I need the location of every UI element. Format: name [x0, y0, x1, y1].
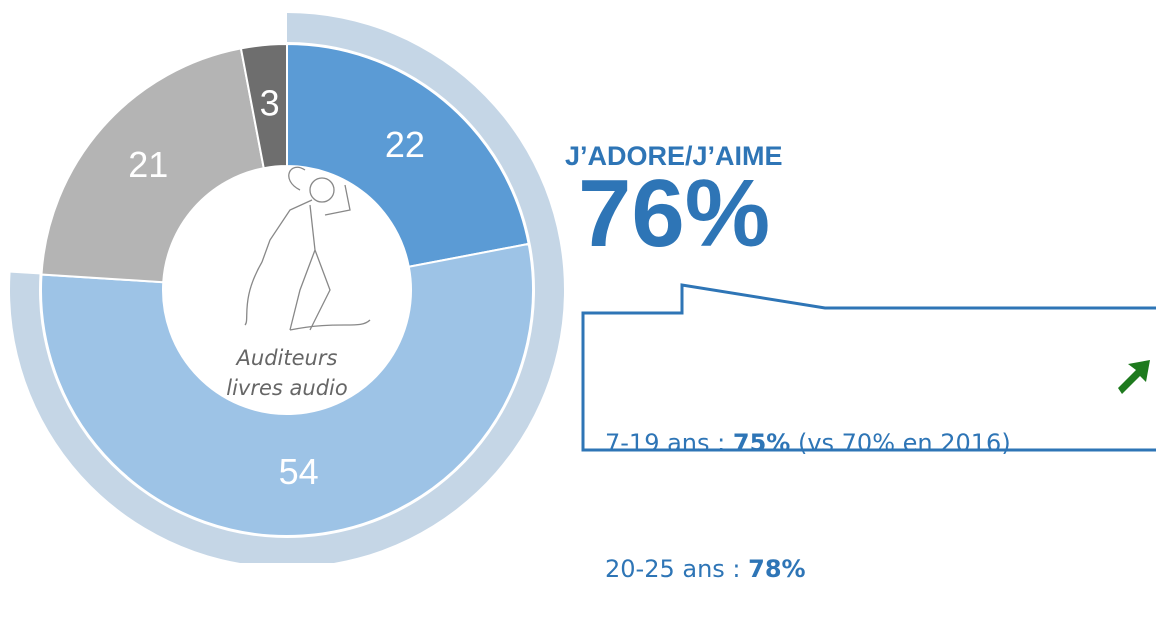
callout-line: 7-19 ans : 75% (vs 70% en 2016)	[605, 422, 1011, 464]
text: (vs 70% en 2016)	[790, 429, 1010, 457]
slice-label: 22	[385, 124, 425, 165]
donut: 22 54 21 3	[10, 13, 564, 563]
callout-line: 20-25 ans : 78%	[605, 548, 1011, 590]
text: 7-19 ans :	[605, 429, 733, 457]
text: 75%	[733, 429, 790, 457]
trend-arrow	[1118, 360, 1150, 394]
slice-label: 54	[279, 451, 319, 492]
slice-label: 3	[260, 82, 280, 123]
text: 20-25 ans :	[605, 555, 748, 583]
center-label: livres audio	[226, 376, 347, 400]
callout: 7-19 ans : 75% (vs 70% en 2016) 20-25 an…	[605, 338, 1011, 632]
slice-label: 21	[128, 144, 168, 185]
text: 78%	[748, 555, 805, 583]
summary-value: 76%	[578, 160, 770, 267]
center-label: Auditeurs	[235, 346, 338, 370]
